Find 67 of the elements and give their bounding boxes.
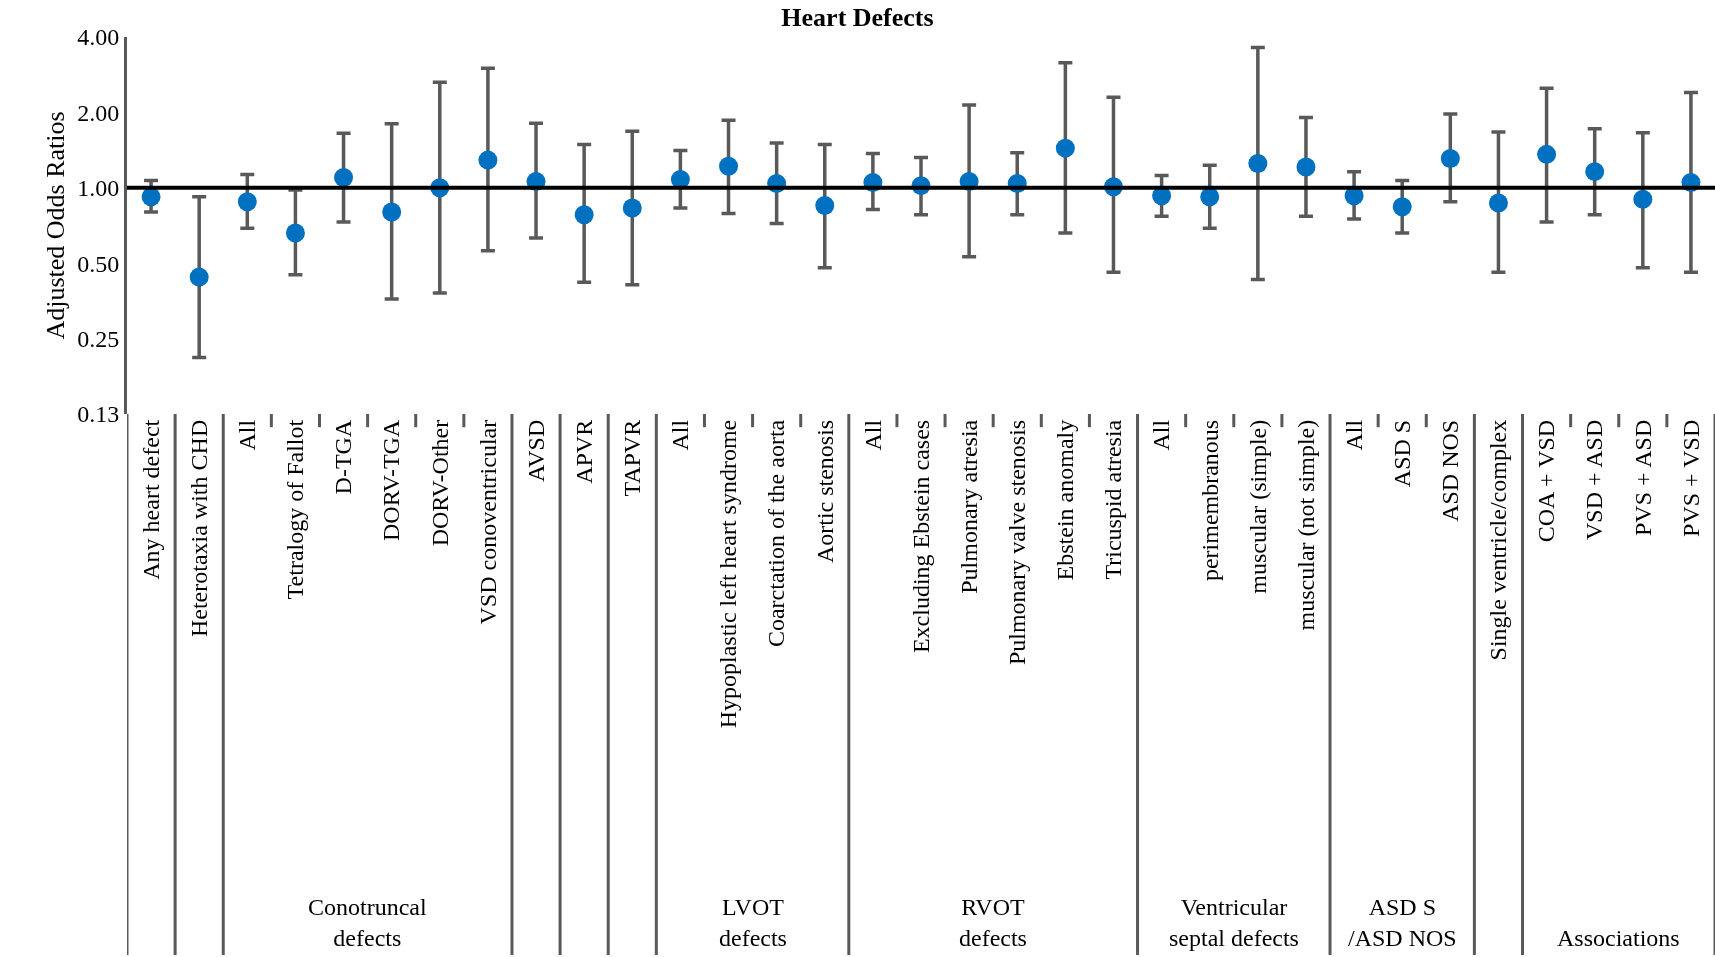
x-tick-label: TAPVR (619, 419, 646, 497)
point (285, 223, 305, 243)
y-tick-label: 2.00 (77, 99, 120, 126)
x-tick-label: All (1148, 419, 1175, 451)
y-tick-label: 0.50 (77, 250, 120, 277)
point (334, 167, 354, 187)
y-tick-label: 0.13 (77, 401, 120, 428)
point (1200, 187, 1220, 207)
y-axis-title: Adjusted Odds Ratios (40, 111, 70, 340)
x-tick-label: ASD S (1389, 419, 1416, 488)
point (1296, 157, 1316, 177)
x-tick-label: VSD conoventricular (474, 419, 501, 625)
point (382, 202, 402, 222)
x-tick-label: perimembranous (1196, 419, 1223, 582)
x-tick-label: Aortic stenosis (811, 419, 838, 564)
text: ASD S /ASD NOS (1348, 894, 1457, 952)
x-tick-label: Heterotaxia with CHD (185, 419, 212, 638)
x-tick-label: VSD + ASD (1581, 419, 1608, 541)
x-tick-label: DORV-Other (426, 419, 453, 547)
x-tick-label: All (1340, 419, 1367, 451)
y-tick-label: 0.25 (77, 326, 120, 352)
text: LVOT defects (719, 894, 787, 952)
x-tick-label: DORV-TGA (378, 419, 405, 541)
x-tick-label: Tricuspid atresia (1100, 419, 1127, 580)
x-tick-label: ASD NOS (1437, 419, 1464, 522)
x-tick-label: muscular (simple) (1244, 419, 1271, 594)
point (1585, 162, 1605, 182)
x-tick-label: Hypoplastic left heart syndrome (715, 419, 742, 729)
text: Ventricular septal defects (1169, 894, 1299, 952)
text: Conotruncal defects (308, 894, 427, 952)
point (237, 192, 257, 212)
x-tick-label: Single ventricle/complex (1485, 419, 1512, 661)
x-tick-label: APVR (570, 419, 597, 484)
x-tick-label: AVSD (522, 419, 549, 483)
x-tick-label: Any heart defect (137, 419, 164, 580)
text: RVOT defects (959, 894, 1027, 952)
x-tick-label: PVS + ASD (1629, 419, 1656, 537)
x-tick-label: PVS + VSD (1677, 419, 1704, 537)
chart-title: Heart Defects (781, 3, 934, 33)
x-tick-label: Pulmonary atresia (955, 419, 982, 594)
point (1488, 193, 1508, 213)
x-tick-label: COA + VSD (1533, 419, 1560, 543)
point (1392, 197, 1412, 217)
point (1633, 189, 1653, 209)
point (1055, 138, 1075, 158)
y-tick-label: 1.00 (77, 175, 120, 202)
point (719, 156, 739, 176)
y-tick-label: 4.00 (77, 24, 120, 51)
point (1248, 154, 1268, 174)
x-tick-label: Coarctation of the aorta (763, 419, 790, 648)
point (1440, 148, 1460, 168)
x-tick-label: Ebstein anomaly (1052, 419, 1079, 581)
point (622, 198, 642, 218)
x-tick-label: Excluding Ebstein cases (907, 419, 934, 654)
point (815, 195, 835, 215)
point (478, 150, 498, 170)
point (1537, 144, 1557, 164)
x-tick-label: Pulmonary valve stenosis (1004, 419, 1031, 666)
text: Associations (1557, 925, 1680, 951)
x-tick-label: All (667, 419, 694, 451)
point (574, 205, 594, 225)
x-tick-label: Tetralogy of Fallot (282, 419, 309, 600)
x-tick-label: All (859, 419, 886, 451)
x-tick-label: All (234, 419, 261, 451)
point (189, 267, 209, 287)
x-tick-label: D-TGA (330, 419, 357, 495)
x-tick-label: muscular (not simple) (1292, 419, 1319, 631)
